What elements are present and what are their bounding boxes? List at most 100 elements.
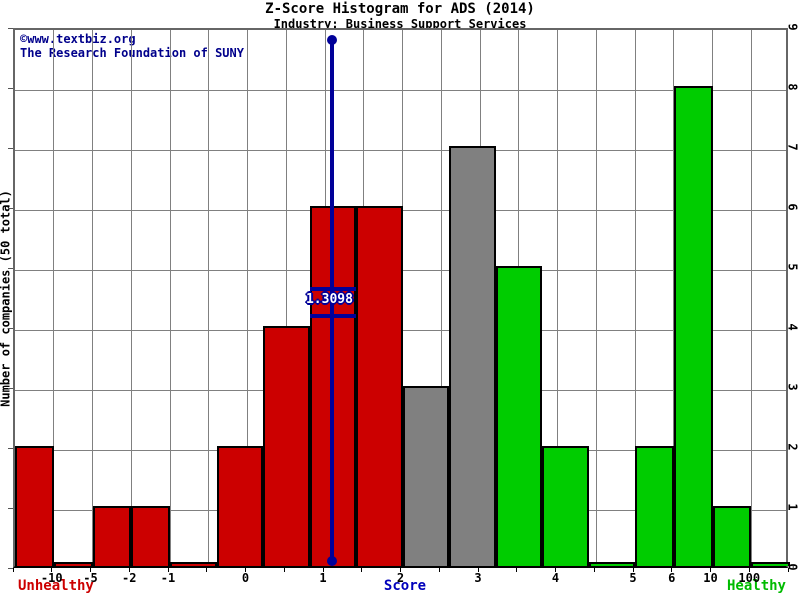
gridline-v (92, 30, 93, 566)
marker-value-label: 1.3098 (305, 292, 353, 308)
marker-line (329, 40, 334, 561)
y-tick-label: 0 (785, 563, 800, 571)
gridline-v (595, 30, 597, 566)
y-tick-label: 8 (785, 83, 800, 91)
axis-tick (8, 207, 13, 209)
histogram-bar (53, 562, 93, 566)
gridline-v (557, 30, 558, 566)
gridline-v (285, 30, 287, 566)
y-tick-label: 2 (785, 443, 800, 451)
histogram-bar (588, 562, 635, 566)
axis-tick (8, 507, 13, 509)
histogram-bar (263, 326, 310, 566)
axis-tick (632, 568, 634, 572)
y-tick-label: 1 (785, 503, 800, 511)
y-tick-label: 9 (785, 23, 800, 31)
gridline-v (247, 30, 248, 566)
y-tick-label: 6 (785, 203, 800, 211)
gridline-v (712, 30, 713, 566)
axis-tick (8, 447, 13, 449)
plot-area: ©www.textbiz.org The Research Foundation… (13, 28, 790, 568)
x-tick-label: -2 (122, 571, 137, 585)
marker-bottom-dot (326, 556, 337, 566)
marker-crossbar-bottom (309, 313, 356, 318)
histogram-bar (751, 562, 790, 566)
y-tick-label: 7 (785, 143, 800, 151)
axis-tick (283, 568, 285, 572)
axis-tick (787, 568, 789, 572)
y-axis-title: Number of companies (50 total) (0, 190, 13, 407)
histogram-bar (673, 86, 713, 566)
axis-tick (167, 568, 169, 572)
axis-tick (593, 568, 595, 572)
x-tick-label: 4 (551, 571, 560, 585)
axis-tick (8, 567, 13, 569)
x-tick-label: -10 (40, 571, 63, 585)
axis-tick (8, 27, 13, 29)
histogram-bar (15, 446, 54, 566)
x-tick-label: 3 (474, 571, 482, 585)
gridline-h (15, 149, 786, 151)
x-axis-title: Score (383, 578, 427, 594)
x-tick-label: 1 (319, 571, 327, 585)
axis-tick (128, 568, 130, 572)
x-tick-label: 0 (241, 571, 250, 585)
gridline-v (130, 30, 132, 566)
histogram-bar (170, 562, 217, 566)
x-tick-label: 2 (396, 571, 405, 585)
unhealthy-label: Unhealthy (18, 578, 94, 594)
gridline-h (15, 89, 786, 91)
gridline-v (169, 30, 171, 566)
histogram-bar (712, 506, 752, 566)
axis-tick (8, 147, 13, 149)
x-tick-label: 10 (703, 571, 718, 585)
histogram-bar (92, 506, 132, 566)
axis-tick (8, 87, 13, 89)
axis-tick (90, 568, 91, 572)
histogram-bar (131, 506, 170, 566)
marker-crossbar-top (309, 286, 356, 291)
healthy-label: Healthy (726, 578, 786, 594)
x-tick-label: -5 (83, 571, 98, 585)
axis-tick (710, 568, 711, 572)
histogram-bar (495, 266, 542, 566)
axis-tick (8, 387, 13, 389)
chart-title: Z-Score Histogram for ADS (2014) (265, 1, 535, 17)
axis-tick (748, 568, 750, 572)
axis-tick (51, 568, 53, 572)
axis-tick (245, 568, 246, 572)
axis-tick (8, 327, 13, 329)
x-tick-label: 5 (629, 571, 637, 585)
axis-tick (322, 568, 324, 572)
gridline-v (53, 30, 55, 566)
y-tick-label: 3 (785, 383, 800, 391)
histogram-bar (216, 446, 263, 566)
gridline-v (440, 30, 442, 566)
y-tick-label: 4 (785, 323, 800, 331)
axis-tick (361, 568, 363, 572)
gridline-v (208, 30, 210, 566)
histogram-bar (402, 386, 449, 566)
x-tick-label: 6 (668, 571, 676, 585)
axis-tick (555, 568, 556, 572)
histogram-bar (635, 446, 674, 566)
axis-tick (438, 568, 440, 572)
gridline-v (634, 30, 636, 566)
histogram-bar (356, 206, 403, 566)
y-tick-label: 5 (785, 263, 800, 271)
gridline-v (750, 30, 752, 566)
axis-tick (516, 568, 518, 572)
axis-tick (477, 568, 479, 572)
axis-tick (12, 568, 14, 572)
chart-subtitle: Industry: Business Support Services (273, 17, 527, 31)
axis-tick (400, 568, 401, 572)
x-tick-label: 100 (738, 571, 761, 585)
gridline-v (402, 30, 403, 566)
marker-top-dot (326, 35, 337, 46)
watermark-line1: ©www.textbiz.org (20, 32, 136, 46)
histogram-bar (449, 146, 496, 566)
histogram-bar (542, 446, 589, 566)
x-tick-label: -1 (160, 571, 176, 585)
axis-tick (671, 568, 673, 572)
